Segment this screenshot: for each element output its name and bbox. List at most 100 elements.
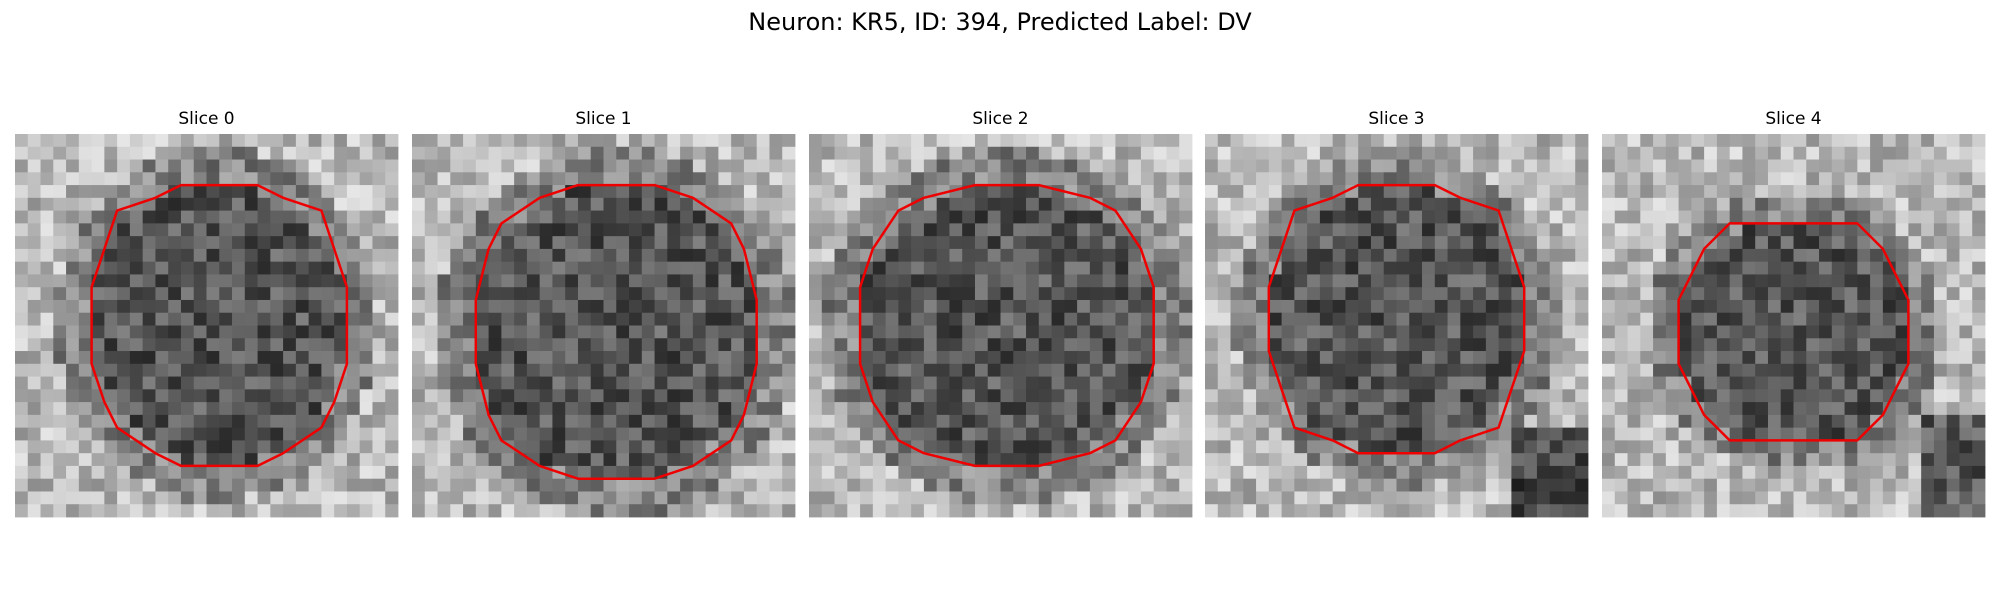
pixel <box>1319 363 1334 377</box>
pixel <box>641 210 655 224</box>
pixel <box>962 325 976 339</box>
pixel <box>1026 478 1040 492</box>
pixel <box>244 351 258 365</box>
pixel <box>1614 478 1628 492</box>
pixel <box>898 274 912 288</box>
pixel <box>1819 299 1833 314</box>
pixel <box>1562 363 1576 377</box>
pixel <box>1358 197 1372 211</box>
pixel <box>1345 299 1359 314</box>
pixel <box>463 210 477 224</box>
pixel <box>1819 351 1833 365</box>
pixel <box>1755 427 1769 441</box>
pixel <box>1370 134 1385 148</box>
pixel <box>1908 440 1922 454</box>
pixel <box>1166 376 1180 390</box>
pixel <box>1281 453 1295 467</box>
pixel <box>526 338 541 352</box>
pixel <box>514 363 528 377</box>
pixel <box>1230 465 1244 480</box>
pixel <box>450 236 464 250</box>
pixel <box>756 261 770 275</box>
pixel <box>1755 299 1769 314</box>
pixel <box>308 440 322 454</box>
pixel <box>15 248 29 263</box>
pixel <box>1959 504 1973 518</box>
pixel <box>270 363 284 377</box>
pixel <box>117 338 131 352</box>
pixel <box>1933 197 1948 211</box>
pixel <box>1051 261 1065 275</box>
pixel <box>1614 312 1628 326</box>
pixel <box>1704 134 1718 148</box>
pixel <box>616 146 630 160</box>
pixel <box>911 312 925 326</box>
pixel <box>1742 325 1756 339</box>
pixel <box>385 299 399 314</box>
pixel <box>308 210 322 224</box>
pixel <box>1166 414 1180 429</box>
pixel <box>1742 312 1756 326</box>
pixel <box>743 299 758 314</box>
pixel <box>539 402 553 416</box>
pixel <box>488 325 502 339</box>
pixel <box>923 236 938 250</box>
pixel <box>180 287 195 301</box>
pixel <box>872 248 886 263</box>
pixel <box>1972 465 1986 480</box>
pixel <box>743 440 758 454</box>
pixel <box>1959 389 1973 403</box>
pixel <box>898 478 912 492</box>
pixel <box>526 274 541 288</box>
pixel <box>424 351 438 365</box>
pixel <box>1729 261 1743 275</box>
pixel <box>911 223 925 237</box>
pixel <box>590 478 604 492</box>
pixel <box>526 172 541 186</box>
pixel <box>1640 465 1654 480</box>
pixel <box>257 223 271 237</box>
pixel <box>1819 248 1833 263</box>
pixel <box>1358 427 1372 441</box>
pixel <box>1205 504 1219 518</box>
pixel <box>1857 453 1871 467</box>
pixel <box>1140 325 1155 339</box>
pixel <box>962 197 976 211</box>
pixel <box>40 172 54 186</box>
pixel <box>987 504 1001 518</box>
pixel <box>1064 376 1078 390</box>
pixel <box>463 146 477 160</box>
pixel <box>949 351 963 365</box>
pixel <box>1857 210 1871 224</box>
pixel <box>577 414 592 429</box>
pixel <box>1524 248 1538 263</box>
pixel <box>1256 491 1270 505</box>
pixel <box>1268 236 1282 250</box>
pixel <box>1691 197 1705 211</box>
pixel <box>1678 223 1692 237</box>
pixel <box>232 376 246 390</box>
pixel <box>40 504 54 518</box>
pixel <box>1729 146 1743 160</box>
pixel <box>1819 159 1833 173</box>
pixel <box>53 236 67 250</box>
pixel <box>1806 363 1820 377</box>
pixel <box>1294 440 1308 454</box>
pixel <box>590 325 604 339</box>
pixel <box>1972 287 1986 301</box>
pixel <box>283 427 297 441</box>
pixel <box>232 197 246 211</box>
pixel <box>898 351 912 365</box>
pixel <box>1767 351 1782 365</box>
pixel <box>1870 261 1884 275</box>
pixel <box>756 210 770 224</box>
pixel <box>834 414 848 429</box>
pixel <box>1704 351 1718 365</box>
pixel <box>1128 134 1142 148</box>
pixel <box>308 312 322 326</box>
pixel <box>1217 197 1231 211</box>
pixel <box>654 146 668 160</box>
pixel <box>616 134 630 148</box>
pixel <box>1614 299 1628 314</box>
pixel <box>1319 146 1334 160</box>
